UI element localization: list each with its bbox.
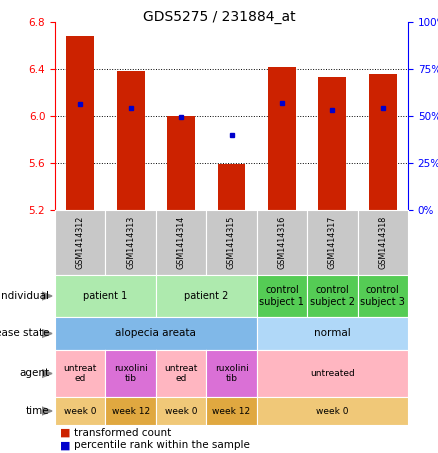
Polygon shape	[42, 329, 52, 337]
Text: patient 1: patient 1	[83, 291, 127, 301]
Text: untreat
ed: untreat ed	[164, 364, 198, 383]
Text: week 12: week 12	[212, 406, 251, 415]
Text: untreated: untreated	[310, 369, 355, 378]
Polygon shape	[42, 292, 52, 300]
Bar	[117, 72, 145, 210]
Text: alopecia areata: alopecia areata	[116, 328, 196, 338]
Text: week 0: week 0	[165, 406, 198, 415]
Text: agent: agent	[19, 368, 49, 379]
Text: disease state: disease state	[0, 328, 49, 338]
Text: ruxolini
tib: ruxolini tib	[215, 364, 248, 383]
Text: week 12: week 12	[112, 406, 150, 415]
Bar	[268, 67, 296, 210]
Text: GDS5275 / 231884_at: GDS5275 / 231884_at	[143, 10, 295, 24]
Text: GSM1414315: GSM1414315	[227, 216, 236, 269]
Text: patient 2: patient 2	[184, 291, 229, 301]
Text: week 0: week 0	[64, 406, 96, 415]
Bar	[167, 116, 195, 210]
Text: control
subject 3: control subject 3	[360, 285, 405, 307]
Text: GSM1414314: GSM1414314	[177, 216, 186, 269]
Text: transformed count: transformed count	[74, 428, 171, 438]
Text: percentile rank within the sample: percentile rank within the sample	[74, 440, 250, 450]
Text: control
subject 2: control subject 2	[310, 285, 355, 307]
Text: control
subject 1: control subject 1	[259, 285, 304, 307]
Text: time: time	[25, 406, 49, 416]
Text: week 0: week 0	[316, 406, 349, 415]
Text: GSM1414316: GSM1414316	[277, 216, 286, 269]
Text: ruxolini
tib: ruxolini tib	[114, 364, 148, 383]
Text: ■: ■	[60, 440, 71, 450]
Text: GSM1414312: GSM1414312	[76, 216, 85, 269]
Text: GSM1414313: GSM1414313	[126, 216, 135, 269]
Text: untreat
ed: untreat ed	[64, 364, 97, 383]
Bar	[369, 74, 397, 210]
Text: GSM1414318: GSM1414318	[378, 216, 387, 269]
Bar	[318, 77, 346, 210]
Text: normal: normal	[314, 328, 351, 338]
Text: ■: ■	[60, 428, 71, 438]
Text: GSM1414317: GSM1414317	[328, 216, 337, 269]
Bar	[218, 164, 245, 210]
Bar	[66, 36, 94, 210]
Polygon shape	[42, 407, 52, 415]
Text: individual: individual	[0, 291, 49, 301]
Polygon shape	[42, 370, 52, 377]
